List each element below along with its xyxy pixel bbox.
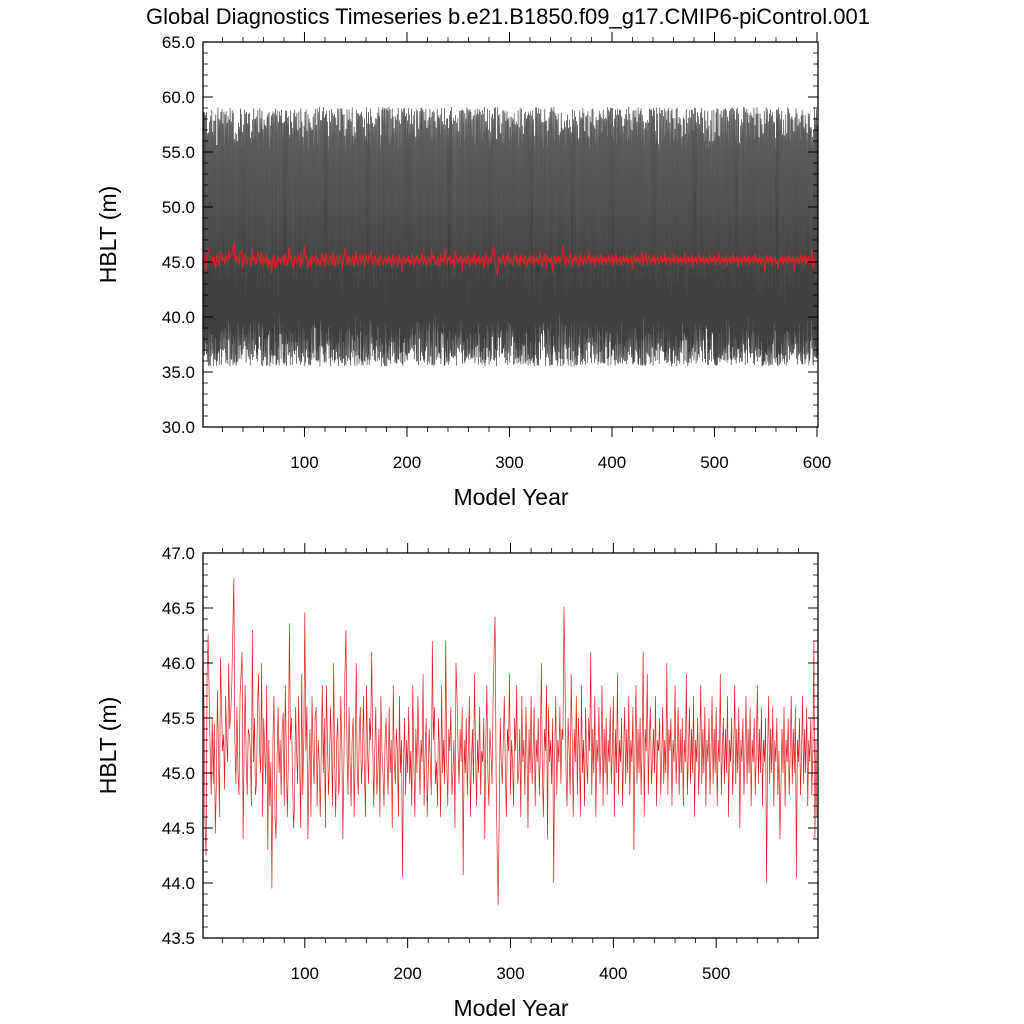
bottom-xtick-label: 200 <box>393 964 421 983</box>
top-xtick-label: 200 <box>393 453 421 472</box>
top-xtick-label: 600 <box>803 453 831 472</box>
top-ytick-label: 40.0 <box>162 308 195 327</box>
top-ytick-label: 55.0 <box>162 143 195 162</box>
top-ytick-label: 60.0 <box>162 88 195 107</box>
top-ytick-label: 45.0 <box>162 253 195 272</box>
top-annual-mean-series <box>202 242 816 276</box>
bottom-ytick-label: 43.5 <box>162 929 195 948</box>
top-panel: 30.0 35.0 40.0 45.0 50.0 55.0 60.0 65.0 100 200 30… <box>95 32 831 510</box>
bottom-y-axis-label: HBLT (m) <box>95 697 121 795</box>
top-ytick-label: 35.0 <box>162 363 195 382</box>
bottom-ytick-label: 45.0 <box>162 764 195 783</box>
top-xtick-label: 100 <box>290 453 318 472</box>
bottom-ytick-label: 46.0 <box>162 654 195 673</box>
top-y-axis-label: HBLT (m) <box>95 186 121 284</box>
bottom-ytick-label: 44.5 <box>162 819 195 838</box>
bottom-ytick-label: 47.0 <box>162 544 195 563</box>
bottom-xtick-label: 100 <box>291 964 319 983</box>
top-xtick-label: 500 <box>700 453 728 472</box>
top-xtick-label: 400 <box>598 453 626 472</box>
top-x-axis-label: Model Year <box>453 484 568 510</box>
top-monthly-series <box>202 106 819 367</box>
top-ytick-label: 65.0 <box>162 33 195 52</box>
top-ytick-label: 50.0 <box>162 198 195 217</box>
bottom-xtick-label: 400 <box>599 964 627 983</box>
bottom-annual-mean-series <box>202 578 818 906</box>
bottom-xtick-label: 500 <box>702 964 730 983</box>
bottom-ytick-label: 46.5 <box>162 599 195 618</box>
figure-title: Global Diagnostics Timeseries b.e21.B185… <box>146 4 870 29</box>
top-plot-frame <box>202 41 819 428</box>
top-axis-ticks: 30.0 35.0 40.0 45.0 50.0 55.0 60.0 65.0 100 200 30… <box>162 32 831 472</box>
top-xtick-label: 300 <box>495 453 523 472</box>
bottom-x-axis-label: Model Year <box>453 995 568 1021</box>
bottom-ytick-label: 44.0 <box>162 874 195 893</box>
bottom-axis-ticks: 43.5 44.0 44.5 45.0 45.5 46.0 46.5 47.0 100 200 30… <box>162 543 818 983</box>
bottom-ytick-label: 45.5 <box>162 709 195 728</box>
bottom-panel: 43.5 44.0 44.5 45.0 45.5 46.0 46.5 47.0 100 200 30… <box>95 543 819 1021</box>
top-ytick-label: 30.0 <box>162 418 195 437</box>
bottom-xtick-label: 300 <box>496 964 524 983</box>
